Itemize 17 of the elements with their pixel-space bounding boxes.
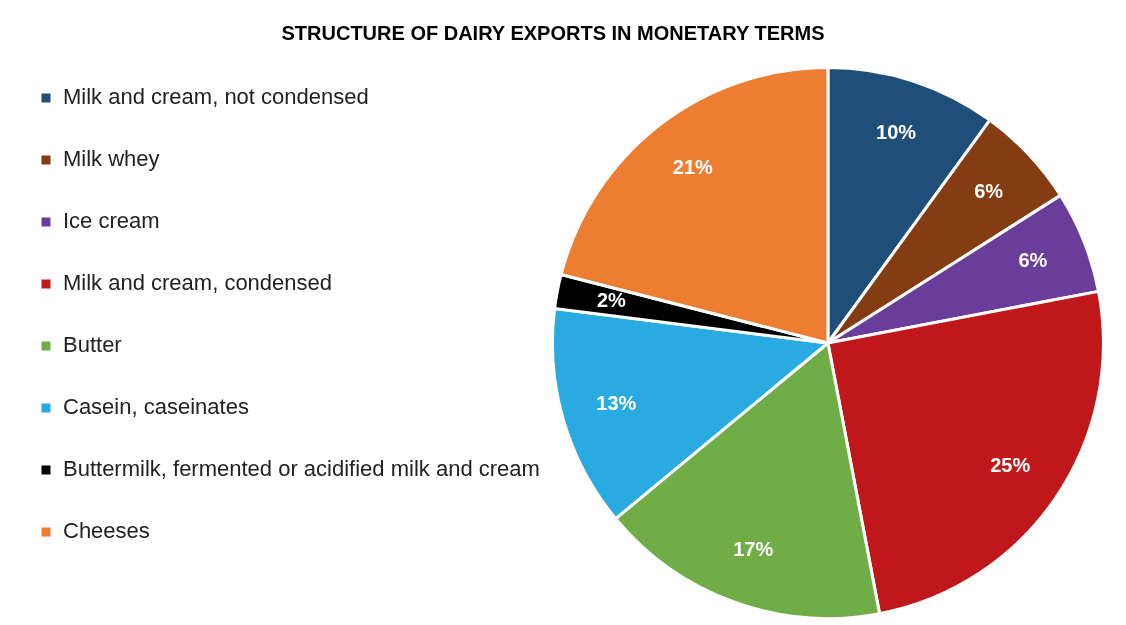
data-label: 21% (672, 156, 714, 179)
data-label: 13% (596, 392, 637, 415)
data-label: 25% (990, 454, 1031, 477)
legend-label: Milk and cream, condensed (63, 270, 333, 296)
chart-title: STRUCTURE OF DAIRY EXPORTS IN MONETARY TERMS (281, 21, 825, 44)
data-label: 6% (1018, 249, 1048, 272)
data-label: 10% (876, 120, 917, 143)
legend-label: Milk whey (63, 146, 160, 172)
data-label: 6% (974, 179, 1004, 202)
legend-label: Milk and cream, not condensed (63, 84, 369, 110)
legend-label: Cheeses (63, 518, 150, 544)
data-label: 17% (733, 537, 774, 560)
legend-label: Casein, caseinates (63, 394, 249, 420)
legend-label: Buttermilk, fermented or acidified milk and cream (63, 456, 540, 482)
legend-label: Ice cream (63, 208, 160, 234)
legend-label: Butter (63, 332, 122, 358)
data-label: 2% (596, 289, 627, 312)
